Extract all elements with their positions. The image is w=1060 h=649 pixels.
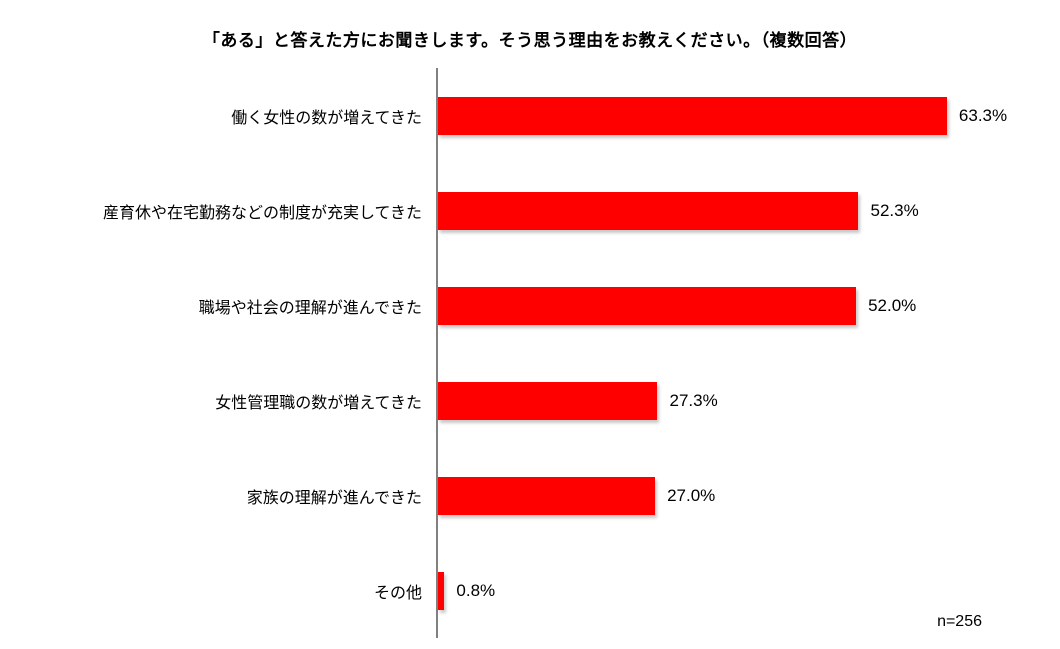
value-label: 52.3% <box>870 200 919 220</box>
bar-area: 52.3% <box>436 163 1060 258</box>
chart-row: その他 0.8% <box>0 543 1060 638</box>
value-label: 0.8% <box>456 580 496 600</box>
bar-area: 27.3% <box>436 353 1060 448</box>
data-bar <box>438 96 947 135</box>
data-bar <box>438 191 859 230</box>
chart-row: 家族の理解が進んできた 27.0% <box>0 448 1060 543</box>
category-label: 職場や社会の理解が進んできた <box>198 299 422 317</box>
value-label: 27.0% <box>667 485 716 505</box>
sample-size-label: n=256 <box>937 613 982 630</box>
chart-plot-area: 働く女性の数が増えてきた 63.3% 産育休や在宅勤務などの制度が充実してきた 52.… <box>0 68 1060 638</box>
bar-area: 63.3% <box>436 68 1060 163</box>
bar-area: 27.0% <box>436 448 1060 543</box>
value-label: 52.0% <box>868 295 917 315</box>
value-label: 27.3% <box>669 390 718 410</box>
category-label: 産育休や在宅勤務などの制度が充実してきた <box>102 204 422 222</box>
chart-row: 働く女性の数が増えてきた 63.3% <box>0 68 1060 163</box>
category-label: 女性管理職の数が増えてきた <box>215 394 422 412</box>
data-bar <box>438 286 857 325</box>
bar-area: 52.0% <box>436 258 1060 353</box>
value-label: 63.3% <box>958 105 1008 125</box>
data-bar <box>438 571 445 610</box>
chart-title: 「ある」と答えた方にお聞きします。そう思う理由をお教えください。（複数回答） <box>202 31 858 50</box>
category-label: その他 <box>373 584 422 602</box>
category-label: 家族の理解が進んできた <box>246 489 422 507</box>
data-bar <box>438 381 658 420</box>
category-label: 働く女性の数が増えてきた <box>231 109 422 127</box>
bar-area: 0.8% <box>436 543 1060 638</box>
data-bar <box>438 476 656 515</box>
chart-row: 産育休や在宅勤務などの制度が充実してきた 52.3% <box>0 163 1060 258</box>
chart-row: 職場や社会の理解が進んできた 52.0% <box>0 258 1060 353</box>
chart-row: 女性管理職の数が増えてきた 27.3% <box>0 353 1060 448</box>
